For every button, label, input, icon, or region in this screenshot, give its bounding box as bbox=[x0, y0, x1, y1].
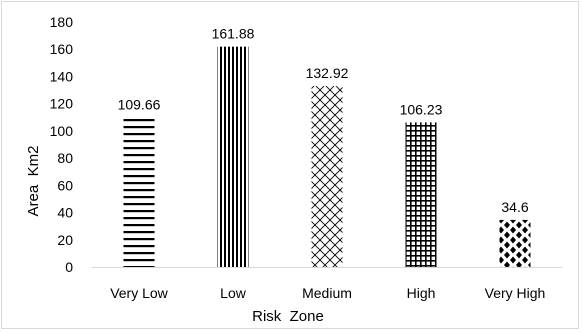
y-axis-title: Area Km2 bbox=[25, 146, 42, 217]
x-axis-title: Risk Zone bbox=[252, 308, 324, 325]
y-tick-label: 0 bbox=[65, 259, 73, 275]
x-category-label: Very High bbox=[485, 285, 546, 301]
x-category-label: Medium bbox=[302, 285, 352, 301]
x-category-label: High bbox=[407, 285, 436, 301]
bar bbox=[499, 219, 531, 267]
y-tick-label: 120 bbox=[50, 96, 74, 112]
y-tick-label: 180 bbox=[50, 14, 74, 30]
y-tick-label: 60 bbox=[57, 177, 73, 193]
y-axis-ticks: 0 20 40 60 80 100 120 140 160 180 bbox=[50, 14, 74, 275]
bar bbox=[311, 86, 343, 267]
y-tick-label: 40 bbox=[57, 205, 73, 221]
bar bbox=[123, 117, 155, 267]
y-tick-label: 160 bbox=[50, 41, 74, 57]
data-label: 34.6 bbox=[501, 199, 528, 215]
data-label: 109.66 bbox=[118, 97, 161, 113]
y-tick-label: 140 bbox=[50, 68, 74, 84]
x-category-label: Low bbox=[220, 285, 247, 301]
data-label: 132.92 bbox=[306, 65, 349, 81]
y-tick-label: 100 bbox=[50, 123, 74, 139]
data-label: 161.88 bbox=[212, 26, 255, 42]
y-tick-label: 80 bbox=[57, 150, 73, 166]
bars bbox=[123, 46, 531, 268]
bar bbox=[217, 46, 249, 268]
y-tick-label: 20 bbox=[57, 232, 73, 248]
bar bbox=[405, 122, 437, 267]
x-axis-categories: Very Low Low Medium High Very High bbox=[110, 285, 545, 301]
x-category-label: Very Low bbox=[110, 285, 168, 301]
data-labels: 109.66 161.88 132.92 106.23 34.6 bbox=[118, 26, 529, 215]
data-label: 106.23 bbox=[400, 101, 443, 117]
